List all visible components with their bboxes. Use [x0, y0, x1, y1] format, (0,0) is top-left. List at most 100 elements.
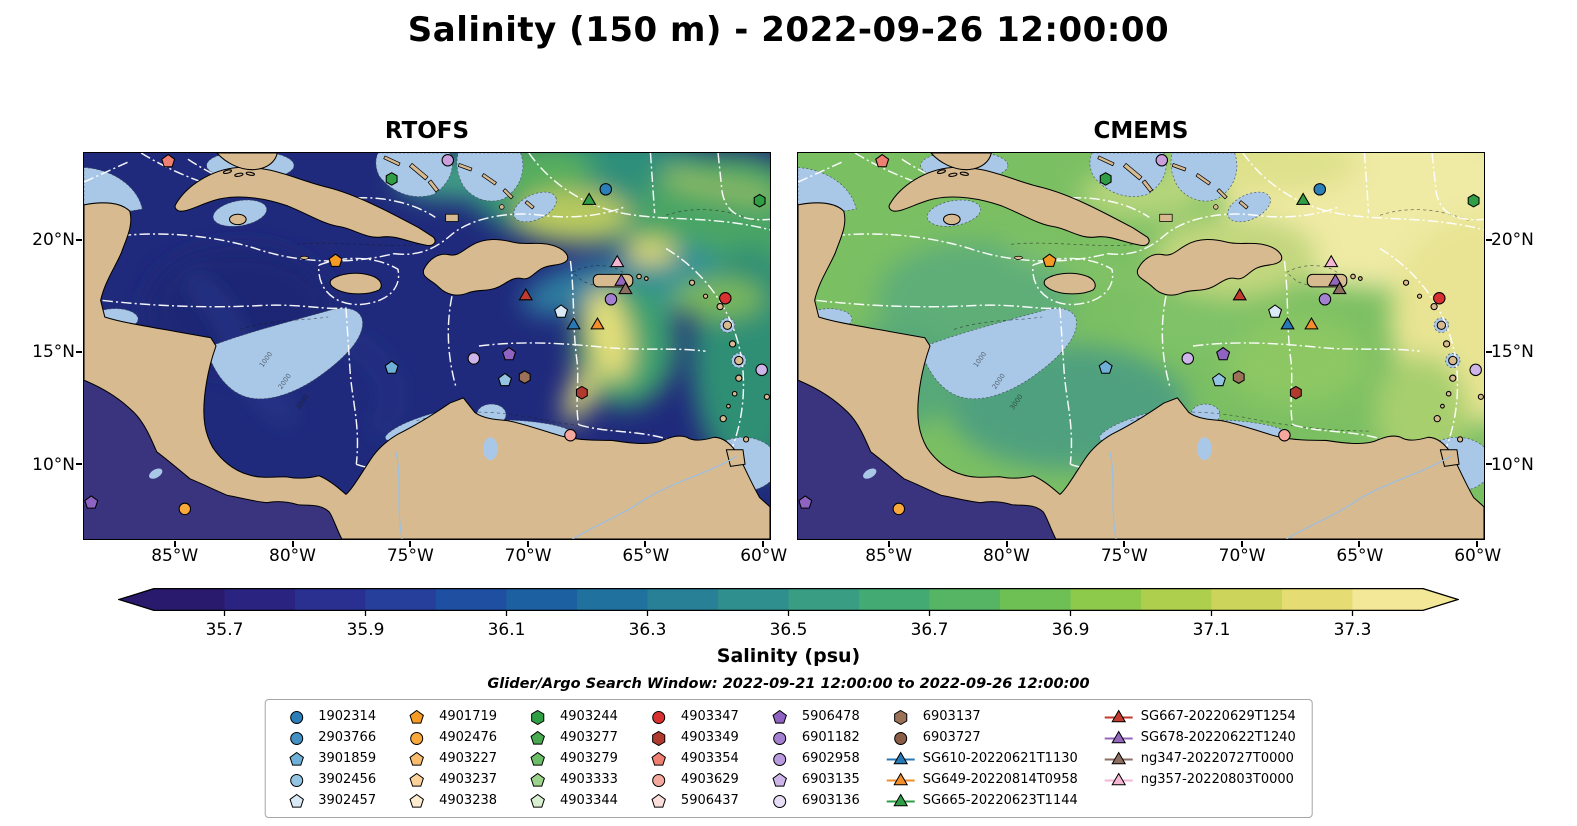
hexagon-map-marker — [518, 370, 531, 384]
colorbar-band — [1282, 588, 1354, 611]
circle-marker-icon — [410, 731, 424, 745]
circle-map-marker — [1433, 292, 1446, 305]
triangle-map-marker — [618, 281, 633, 295]
pentagon-marker-icon — [530, 793, 546, 808]
colorbar-tick-label: 36.5 — [769, 620, 808, 640]
pentagon-map-marker — [1268, 304, 1283, 318]
colorbar-band — [1352, 588, 1424, 611]
legend-item: 5906478 — [765, 707, 860, 726]
colorbar-band — [1211, 588, 1283, 611]
triangle-map-marker — [518, 287, 533, 301]
glider-track-icon — [886, 793, 915, 806]
colorbar-band — [506, 588, 578, 611]
cmems-lon-axis: 85°W 80°W 75°W 70°W 65°W 60°W — [797, 546, 1501, 570]
pentagon-map-marker — [84, 495, 99, 509]
circle-marker-icon — [289, 773, 303, 787]
legend-item-label: SG665-20220623T1144 — [922, 793, 1078, 808]
colorbar — [116, 587, 1461, 618]
triangle-map-marker — [1328, 273, 1343, 286]
legend-item: 4903629 — [644, 770, 739, 789]
lon-tick-label: 65°W — [622, 546, 670, 566]
x-tick-mark — [174, 541, 177, 547]
pentagon-map-marker — [554, 304, 569, 318]
legend-item: 1902314 — [281, 707, 376, 726]
colorbar-extend-right — [1423, 588, 1459, 611]
panel-cmems: CMEMS — [797, 118, 1534, 578]
y-tick-mark — [1486, 463, 1492, 466]
pentagon-marker-icon — [651, 751, 667, 766]
pentagon-marker-icon — [651, 793, 667, 808]
legend-column: SG667-20220629T1254 SG678-20220622T1240 ng… — [1104, 707, 1296, 810]
colorbar-tick-label: 36.1 — [487, 620, 526, 640]
pentagon-marker-icon — [288, 793, 304, 808]
legend-item: 4903238 — [402, 791, 497, 810]
lon-tick-label: 75°W — [1100, 546, 1148, 566]
legend-item-label: 4901719 — [439, 709, 498, 724]
circle-marker-icon — [652, 773, 666, 787]
legend-item-label: 4903238 — [439, 793, 498, 808]
circle-map-marker — [604, 293, 618, 306]
colorbar-tick-label: 36.3 — [628, 620, 667, 640]
triangle-map-marker — [1295, 192, 1311, 205]
pentagon-map-marker — [1042, 253, 1057, 267]
search-window-caption: Glider/Argo Search Window: 2022-09-21 12… — [487, 676, 1090, 692]
legend-item-label: SG610-20220621T1130 — [922, 751, 1078, 766]
colorbar-band — [224, 588, 296, 611]
x-tick-mark — [526, 541, 529, 547]
pentagon-map-marker — [497, 372, 512, 387]
y-tick-mark — [1486, 351, 1492, 354]
pentagon-marker-icon — [409, 751, 425, 766]
circle-marker-icon — [289, 731, 303, 745]
lon-tick-label: 70°W — [1218, 546, 1266, 566]
colorbar-outline — [116, 587, 1461, 612]
glider-track-icon — [1104, 772, 1133, 785]
colorbar-band — [788, 588, 860, 611]
colorbar-tick-labels: 35.7 35.9 36.1 36.3 36.5 36.7 36.9 37.1 37.3 — [118, 620, 1459, 642]
legend-item: SG649-20220814T0958 — [886, 770, 1078, 789]
legend-item-label: 4903237 — [439, 772, 498, 787]
pentagon-map-marker — [161, 153, 176, 168]
colorbar-band — [436, 588, 508, 611]
legend-item-label: 2903766 — [318, 730, 377, 745]
pentagon-marker-icon — [772, 772, 788, 787]
y-tick-mark — [76, 239, 82, 242]
colorbar-tick-label: 35.9 — [346, 620, 385, 640]
legend-item-label: 3902457 — [318, 793, 377, 808]
glider-track-icon — [1104, 709, 1133, 722]
legend-item: 3901859 — [281, 749, 376, 768]
triangle-map-marker — [614, 273, 629, 286]
legend-item-label: ng347-20220727T0000 — [1140, 751, 1294, 766]
circle-map-marker — [719, 292, 732, 305]
pentagon-map-marker — [1216, 346, 1231, 361]
pentagon-marker-icon — [288, 751, 304, 766]
hexagon-map-marker — [1467, 193, 1480, 208]
legend-item: SG665-20220623T1144 — [886, 791, 1078, 810]
hexagon-map-marker — [1099, 172, 1112, 186]
legend-item-label: 6903137 — [922, 709, 981, 724]
legend-item: 4903244 — [523, 707, 618, 726]
triangle-map-marker — [1232, 287, 1247, 301]
lat-tick-label: 20°N — [32, 229, 75, 250]
pentagon-marker-icon — [772, 709, 788, 724]
x-tick-mark — [1475, 541, 1478, 547]
colorbar-tick-label: 35.7 — [205, 620, 244, 640]
legend-item-label: 4902476 — [439, 730, 498, 745]
legend-item: SG678-20220622T1240 — [1104, 728, 1296, 747]
colorbar-band — [1070, 588, 1142, 611]
colorbar-band — [577, 588, 649, 611]
pentagon-map-marker — [875, 153, 890, 168]
legend-column: 4903347 4903349 4903354 4903629 5906437 — [644, 707, 739, 810]
lon-tick-label: 60°W — [740, 546, 788, 566]
circle-marker-icon — [773, 731, 787, 745]
legend-item: 6903136 — [765, 791, 860, 810]
pentagon-marker-icon — [530, 730, 546, 745]
y-tick-mark — [1486, 239, 1492, 242]
circle-map-marker — [178, 502, 192, 516]
colorbar-band — [718, 588, 790, 611]
rtofs-map-area: 1000 2000 3000 — [76, 152, 771, 547]
triangle-map-marker — [590, 316, 605, 330]
colorbar-tick-label: 36.9 — [1051, 620, 1090, 640]
panel-title-rtofs: RTOFS — [384, 118, 470, 144]
y-tick-mark — [76, 463, 82, 466]
